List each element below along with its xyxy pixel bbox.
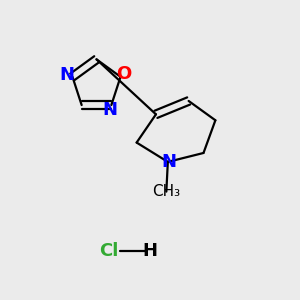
- Text: N: N: [162, 153, 177, 171]
- Text: N: N: [60, 66, 75, 84]
- Text: CH₃: CH₃: [152, 184, 180, 199]
- Text: Cl: Cl: [99, 242, 118, 260]
- Text: N: N: [102, 100, 117, 118]
- Text: O: O: [116, 65, 132, 83]
- Text: H: H: [142, 242, 158, 260]
